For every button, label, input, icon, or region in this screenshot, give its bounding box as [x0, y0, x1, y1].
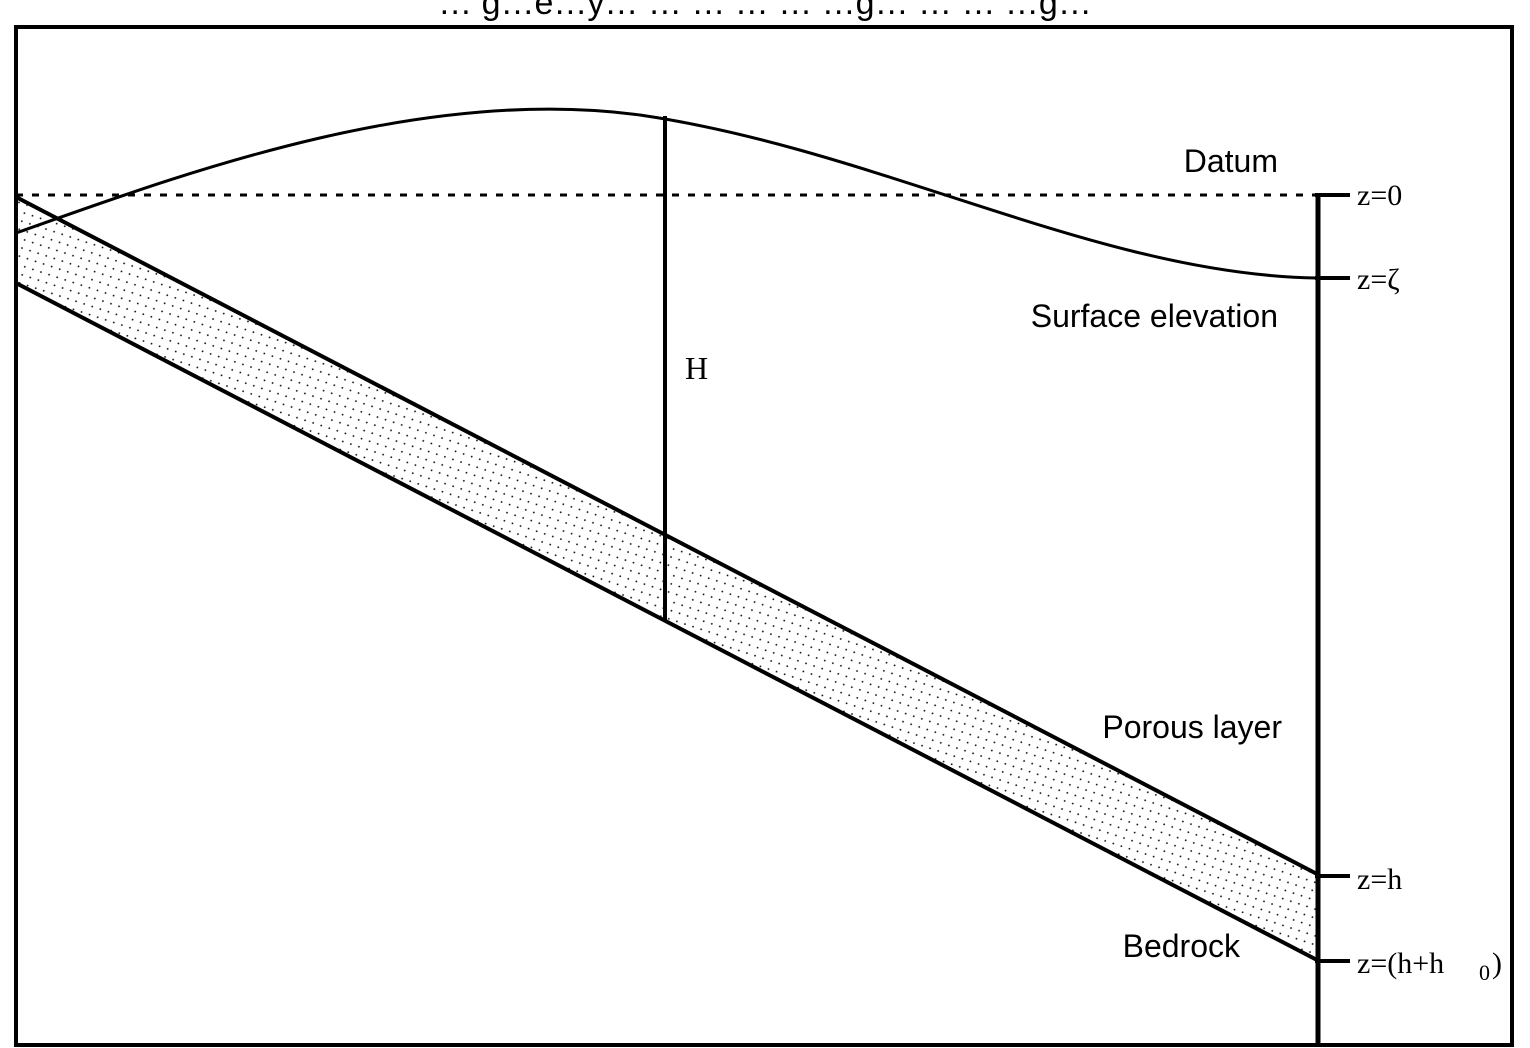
label-z-h: z=h	[1357, 863, 1402, 896]
bedrock-surface-line	[16, 281, 1318, 962]
surface-elevation-curve	[16, 107, 1318, 280]
figure-title: … g…e…y… … … … … …g… … … …g…	[438, 0, 1092, 22]
label-datum: Datum	[1184, 143, 1278, 179]
label-z-zeta: z=ζ	[1357, 263, 1400, 296]
label-z-h-h0-suffix: )	[1492, 947, 1502, 980]
label-z-h-h0: z=(h+h 0 )	[1357, 947, 1502, 987]
label-bedrock: Bedrock	[1123, 928, 1241, 964]
frame-border	[14, 25, 1514, 1047]
label-porous-layer: Porous layer	[1102, 709, 1282, 745]
label-surface-elevation: Surface elevation	[1031, 298, 1278, 334]
label-z0: z=0	[1357, 179, 1402, 212]
label-depth-h: H	[685, 350, 708, 386]
label-z-h-h0-prefix: z=(h+h	[1357, 947, 1444, 980]
label-z-h-h0-subscript: 0	[1479, 960, 1490, 985]
